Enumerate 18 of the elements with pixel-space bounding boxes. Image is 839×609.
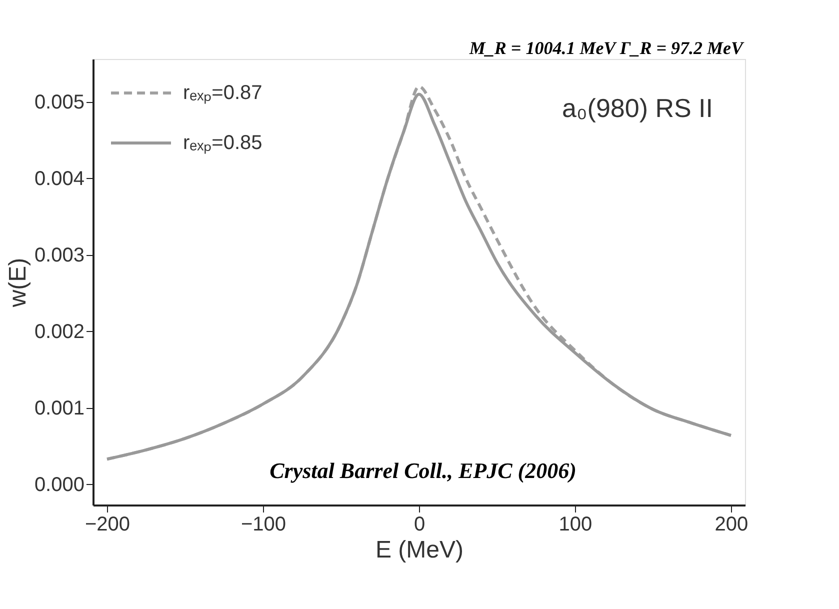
- y-tick-label: 0.005: [34, 91, 84, 114]
- y-tick-label: 0.003: [34, 244, 84, 266]
- legend-label: rₑₓₚ=0.85: [183, 132, 262, 154]
- annotation: Crystal Barrel Coll., EPJC (2006): [270, 458, 576, 483]
- x-axis-title: E (MeV): [375, 536, 464, 564]
- x-tick-label: 200: [714, 514, 748, 536]
- x-tick-label: 100: [558, 514, 592, 536]
- legend-label: rₑₓₚ=0.87: [183, 82, 262, 104]
- y-tick-label: 0.001: [34, 397, 84, 420]
- y-tick-label: 0.004: [34, 168, 84, 190]
- annotation: a₀(980) RS II: [562, 93, 713, 123]
- text: M_R = 1004.1 MeV Γ_R = 97.2 MeV: [468, 38, 745, 58]
- x-tick-label: −100: [240, 514, 286, 536]
- y-tick-label: 0.000: [34, 474, 84, 496]
- x-tick-label: 0: [414, 514, 426, 536]
- x-tick-label: −200: [85, 514, 130, 536]
- y-axis-title: w(E): [4, 258, 32, 308]
- y-tick-label: 0.002: [34, 320, 84, 343]
